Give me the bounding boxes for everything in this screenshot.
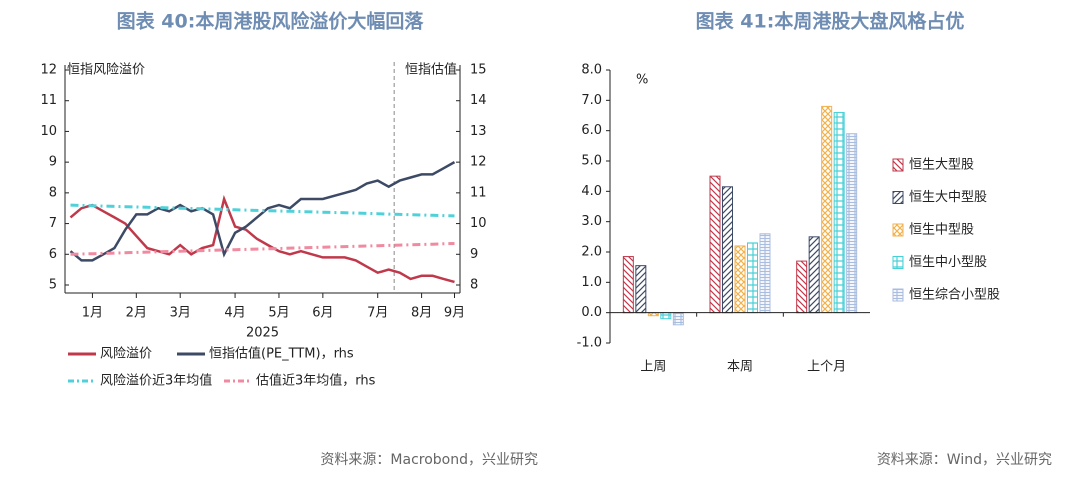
line-series: [70, 242, 455, 256]
source-note: 资料来源：Wind，兴业研究: [877, 452, 1052, 468]
legend-label: 恒生中型股: [909, 223, 974, 238]
line-series: [69, 161, 456, 262]
legend-label: 恒指估值(PE_TTM)，rhs: [209, 346, 354, 362]
bar: [747, 242, 758, 314]
y-tick-label: -1.0: [577, 336, 602, 351]
y-tick-label: 8: [49, 185, 57, 200]
legend-label: 风险溢价: [100, 347, 152, 362]
y-tick-label: 7.0: [581, 93, 602, 108]
y-tick-label: 12: [40, 63, 57, 78]
x-tick-label: 8月: [411, 306, 432, 321]
y-tick-label: 8.0: [581, 63, 602, 78]
legend-label: 恒生大型股: [909, 158, 974, 173]
bar: [672, 312, 684, 326]
source-note: 资料来源：Macrobond，兴业研究: [320, 452, 538, 468]
y2-tick-label: 12: [470, 155, 487, 170]
bar: [796, 260, 808, 314]
y-tick-label: 5: [49, 278, 57, 293]
y2-axis-label: 恒指估值: [405, 62, 457, 78]
y-axis-label: %: [636, 73, 648, 88]
legend-label: 恒生大中型股: [909, 190, 987, 205]
bar: [808, 236, 820, 314]
y-tick-label: 2.0: [581, 245, 602, 260]
y-tick-label: 11: [40, 93, 57, 108]
bar: [660, 312, 672, 320]
legend-label: 恒生中小型股: [909, 255, 987, 270]
y2-tick-label: 15: [470, 63, 487, 78]
y-tick-label: 0.0: [581, 305, 602, 320]
x-tick-label: 6月: [312, 306, 333, 321]
x-tick-label: 上个月: [807, 360, 846, 375]
bar: [622, 256, 634, 314]
y-tick-label: 9: [49, 155, 57, 170]
legend-swatch: [892, 256, 904, 269]
bar: [821, 105, 833, 314]
x-tick-label: 4月: [224, 306, 245, 321]
y-tick-label: 4.0: [581, 184, 602, 199]
bar: [722, 186, 733, 314]
y-tick-label: 6.0: [581, 123, 602, 138]
y2-tick-label: 11: [470, 185, 487, 200]
bar: [635, 265, 647, 314]
x-tick-label: 7月: [367, 306, 388, 321]
x-tick-label: 本周: [727, 360, 753, 375]
x-tick-label: 上周: [640, 360, 666, 375]
y2-tick-label: 13: [470, 124, 487, 139]
x-tick-label: 2月: [126, 306, 147, 321]
y-tick-label: 1.0: [581, 275, 602, 290]
line-series: [70, 203, 455, 218]
legend-label: 风险溢价近3年均值: [100, 373, 212, 389]
x-tick-label: 5月: [268, 306, 289, 321]
y2-tick-label: 10: [470, 216, 487, 231]
y-tick-label: 3.0: [581, 214, 602, 229]
y2-tick-label: 14: [470, 93, 487, 108]
chart-title: 图表 41:本周港股大盘风格占优: [696, 10, 965, 33]
x-tick-label: 1月: [82, 306, 103, 321]
chart-title: 图表 40:本周港股风险溢价大幅回落: [117, 10, 425, 33]
y2-tick-label: 9: [470, 247, 478, 262]
legend-label: 估值近3年均值，rhs: [256, 373, 376, 389]
bar: [709, 175, 721, 314]
y-tick-label: 10: [40, 124, 57, 139]
line-series: [69, 194, 455, 284]
bar: [833, 111, 845, 314]
legend-label: 恒生综合小型股: [909, 288, 1000, 303]
x-tick-label: 3月: [170, 306, 191, 321]
y-tick-label: 6: [49, 247, 57, 262]
bar: [734, 245, 746, 314]
y-tick-label: 7: [49, 216, 57, 231]
x-axis-label: 2025: [246, 326, 279, 341]
legend-swatch: [892, 288, 904, 302]
y-axis-label: 恒指风险溢价: [67, 63, 145, 78]
x-tick-label: 9月: [444, 306, 465, 321]
bar: [759, 233, 771, 314]
legend-swatch: [892, 191, 904, 204]
legend-swatch: [892, 158, 904, 172]
bar: [846, 133, 858, 314]
y2-tick-label: 8: [470, 278, 478, 293]
legend-swatch: [892, 223, 904, 237]
y-tick-label: 5.0: [581, 154, 602, 169]
